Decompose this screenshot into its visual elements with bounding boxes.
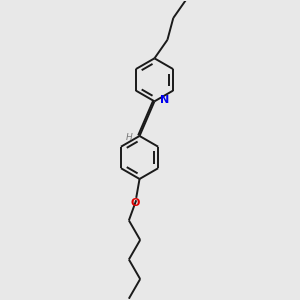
Text: H: H (125, 133, 132, 142)
Text: N: N (160, 95, 169, 105)
Text: O: O (130, 198, 140, 208)
